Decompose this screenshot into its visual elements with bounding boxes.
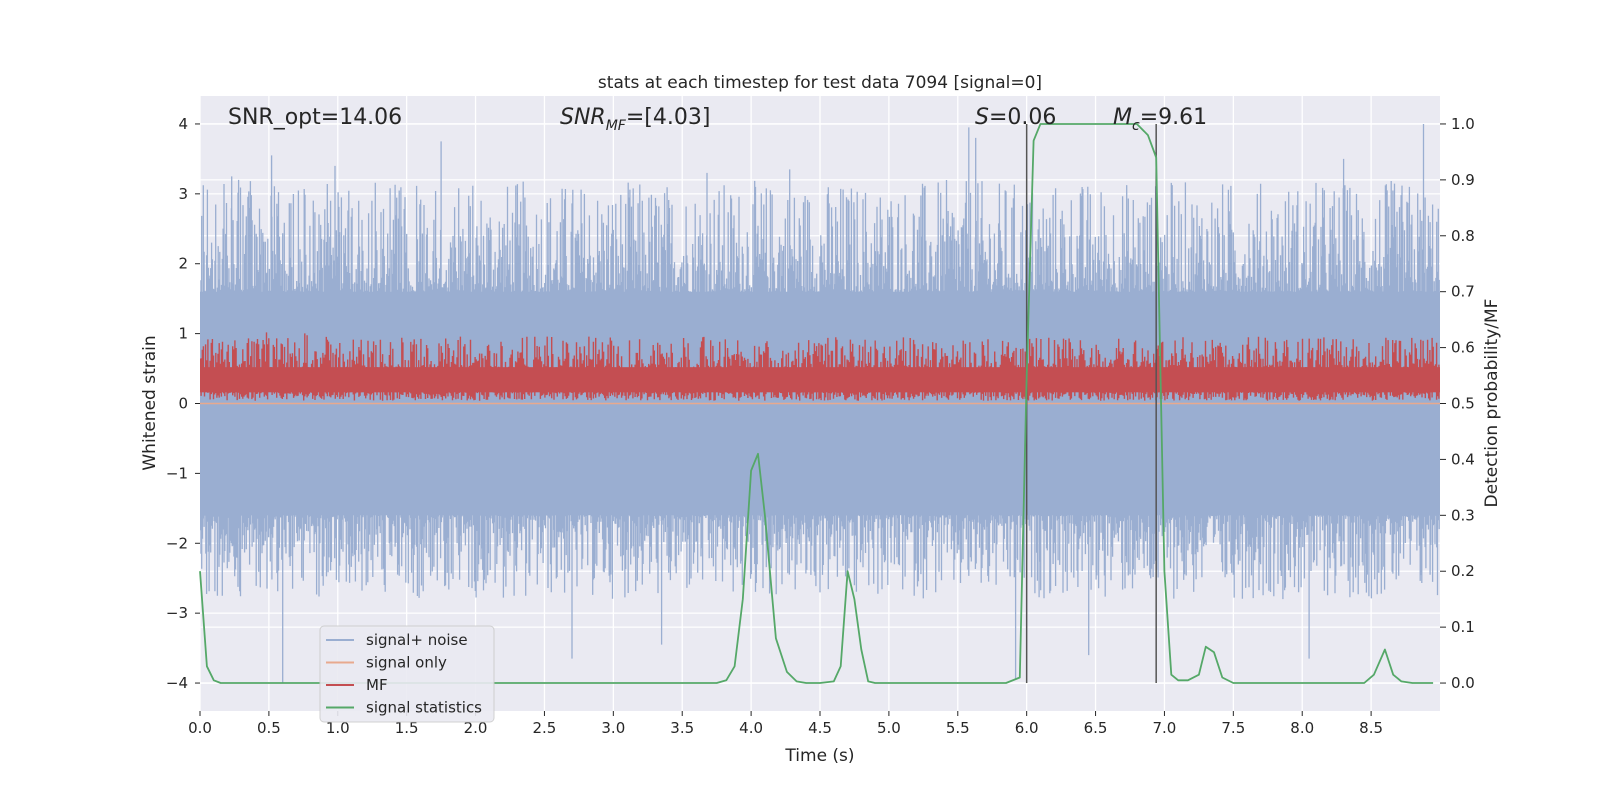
annotation-snr-opt: SNR_opt=14.06 (228, 105, 402, 130)
x-tick-label-2: 1.0 (326, 719, 350, 737)
yl-tick-label-7: 3 (178, 185, 188, 203)
x-tick-label-14: 7.0 (1153, 719, 1177, 737)
x-tick-label-3: 1.5 (395, 719, 419, 737)
legend-box (319, 625, 495, 723)
x-tick-label-12: 6.0 (1015, 719, 1039, 737)
yl-tick-label-5: 1 (178, 325, 188, 343)
yr-tick-label-0: 0.0 (1451, 674, 1475, 692)
legend-label-2: MF (366, 676, 388, 694)
yr-tick-label-7: 0.7 (1451, 283, 1475, 301)
annotation-s: S=0.06 (975, 105, 1056, 130)
yl-tick-label-0: −4 (166, 674, 188, 692)
signal-statistics-line (199, 123, 1434, 684)
yl-tick-label-4: 0 (178, 395, 188, 413)
x-tick-label-15: 7.5 (1221, 719, 1245, 737)
yr-tick-label-10: 1.0 (1451, 115, 1475, 133)
x-tick-label-11: 5.5 (946, 719, 970, 737)
yl-tick-label-8: 4 (178, 115, 188, 133)
x-axis-label: Time (s) (784, 746, 854, 766)
annotation-snr-mf-value: =[4.03] (626, 105, 711, 130)
yl-tick-label-1: −3 (166, 604, 188, 622)
x-tick-label-17: 8.5 (1359, 719, 1383, 737)
annotation-mc: Mc=9.61 (1113, 105, 1207, 134)
yr-tick-label-8: 0.8 (1451, 227, 1475, 245)
y-axis-right-ticks: 0.0 0.1 0.2 0.3 0.4 0.5 0.6 0.7 0.8 0.9 1.0 (1440, 115, 1475, 692)
yr-tick-label-1: 0.1 (1451, 618, 1475, 636)
y-axis-left-ticks: −4 −3 −2 −1 0 1 2 3 4 (166, 115, 200, 692)
yl-tick-label-3: −1 (166, 464, 188, 482)
x-tick-label-13: 6.5 (1084, 719, 1108, 737)
annotation-s-main: S (975, 105, 989, 130)
annotation-mc-value: =9.61 (1140, 105, 1207, 130)
legend-label-0: signal+ noise (366, 631, 468, 649)
x-tick-label-8: 4.0 (739, 719, 763, 737)
x-tick-label-9: 4.5 (808, 719, 832, 737)
yr-tick-label-3: 0.3 (1451, 506, 1475, 524)
yl-tick-label-6: 2 (178, 255, 188, 273)
annotation-mc-main: M (1113, 105, 1132, 130)
series-mf (200, 332, 1440, 401)
x-tick-label-7: 3.5 (670, 719, 694, 737)
x-axis-ticks: 0.0 0.5 1.0 1.5 2.0 2.5 3.0 3.5 4.0 4.5 5.0 5.5 6.0 6… (188, 711, 1383, 737)
y-axis-left-label: Whitened strain (140, 335, 160, 470)
yr-tick-label-2: 0.2 (1451, 562, 1475, 580)
legend-label-1: signal only (366, 654, 447, 672)
y-axis-right-label: Detection probability/MF (1482, 299, 1502, 508)
x-tick-label-16: 8.0 (1290, 719, 1314, 737)
series-signal-statistics (199, 123, 1434, 684)
yr-tick-label-6: 0.6 (1451, 339, 1475, 357)
x-tick-label-5: 2.5 (533, 719, 557, 737)
annotation-snr-mf-sub: MF (606, 118, 627, 134)
x-tick-label-10: 5.0 (877, 719, 901, 737)
x-tick-label-0: 0.0 (188, 719, 212, 737)
legend: signal+ noise signal only MF signal statist… (319, 625, 495, 723)
annotation-snr-mf-main: SNR (560, 105, 606, 130)
annotation-mc-sub: c (1132, 118, 1140, 134)
chart-title: stats at each timestep for test data 709… (598, 73, 1042, 93)
yr-tick-label-5: 0.5 (1451, 395, 1475, 413)
yl-tick-label-2: −2 (166, 534, 188, 552)
x-tick-label-1: 0.5 (257, 719, 281, 737)
x-tick-label-4: 2.0 (464, 719, 488, 737)
yr-tick-label-4: 0.4 (1451, 450, 1475, 468)
legend-label-3: signal statistics (366, 699, 482, 717)
x-tick-label-6: 3.0 (601, 719, 625, 737)
yr-tick-label-9: 0.9 (1451, 171, 1475, 189)
annotation-s-value: =0.06 (989, 105, 1056, 130)
annotation-snr-mf: SNRMF=[4.03] (560, 105, 710, 134)
